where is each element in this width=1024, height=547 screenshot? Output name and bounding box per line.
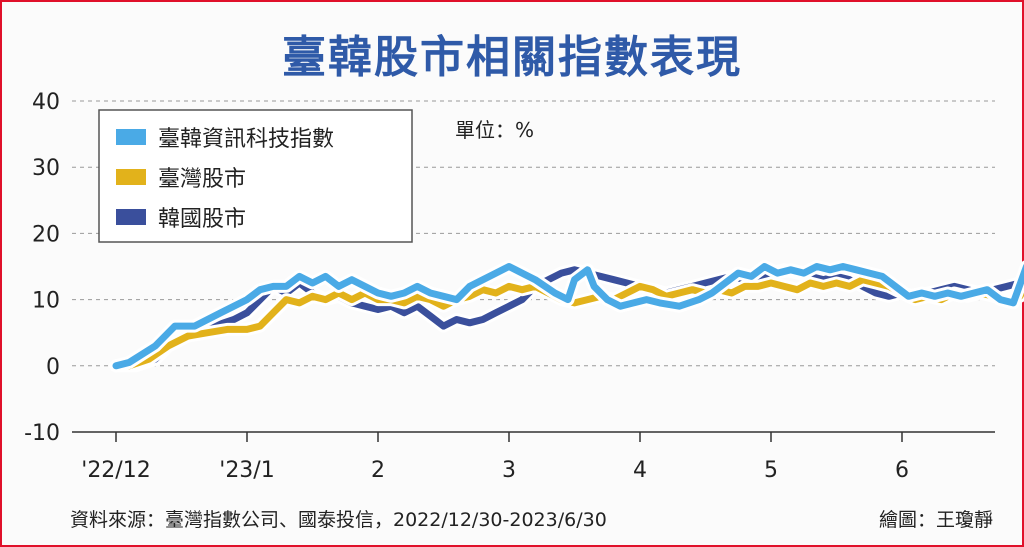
series-line — [112, 276, 1024, 370]
y-tick-label: 10 — [32, 289, 60, 314]
legend-box — [98, 109, 413, 243]
y-tick-label: 20 — [32, 222, 60, 247]
chart-credit: 繪圖：王瓊靜 — [879, 509, 993, 531]
y-axis-ticks: 40 30 20 10 0 -10 — [24, 90, 60, 446]
legend-label-korea: 韓國股市 — [158, 207, 246, 232]
x-tick-label: '23/1 — [219, 458, 274, 483]
legend-label-tech: 臺韓資訊科技指數 — [158, 127, 334, 152]
x-tick-label: 5 — [764, 458, 778, 483]
y-tick-label: -10 — [24, 421, 60, 446]
legend-label-taiwan: 臺灣股市 — [158, 167, 246, 192]
legend-swatch-korea — [116, 209, 146, 225]
chart-title: 臺韓股市相關指數表現 — [282, 32, 742, 83]
data-source: 資料來源：臺灣指數公司、國泰投信，2022/12/30-2023/6/30 — [70, 509, 607, 531]
unit-label: 單位：% — [455, 118, 534, 142]
y-tick-label: 0 — [46, 355, 60, 380]
series-lines — [109, 260, 1024, 373]
y-tick-label: 30 — [32, 156, 60, 181]
series-line — [112, 263, 1024, 370]
legend-swatch-tech — [116, 129, 146, 145]
legend-swatch-taiwan — [116, 169, 146, 185]
x-tick-label: 6 — [895, 458, 909, 483]
x-tick-label: 2 — [371, 458, 385, 483]
legend: 臺韓資訊科技指數 臺灣股市 韓國股市 — [98, 109, 413, 243]
x-tick-label: '22/12 — [81, 458, 150, 483]
x-tick-label: 3 — [502, 458, 516, 483]
x-tick-label: 4 — [633, 458, 647, 483]
x-axis: '22/12 '23/1 2 3 4 5 6 — [72, 431, 995, 483]
y-tick-label: 40 — [32, 90, 60, 115]
